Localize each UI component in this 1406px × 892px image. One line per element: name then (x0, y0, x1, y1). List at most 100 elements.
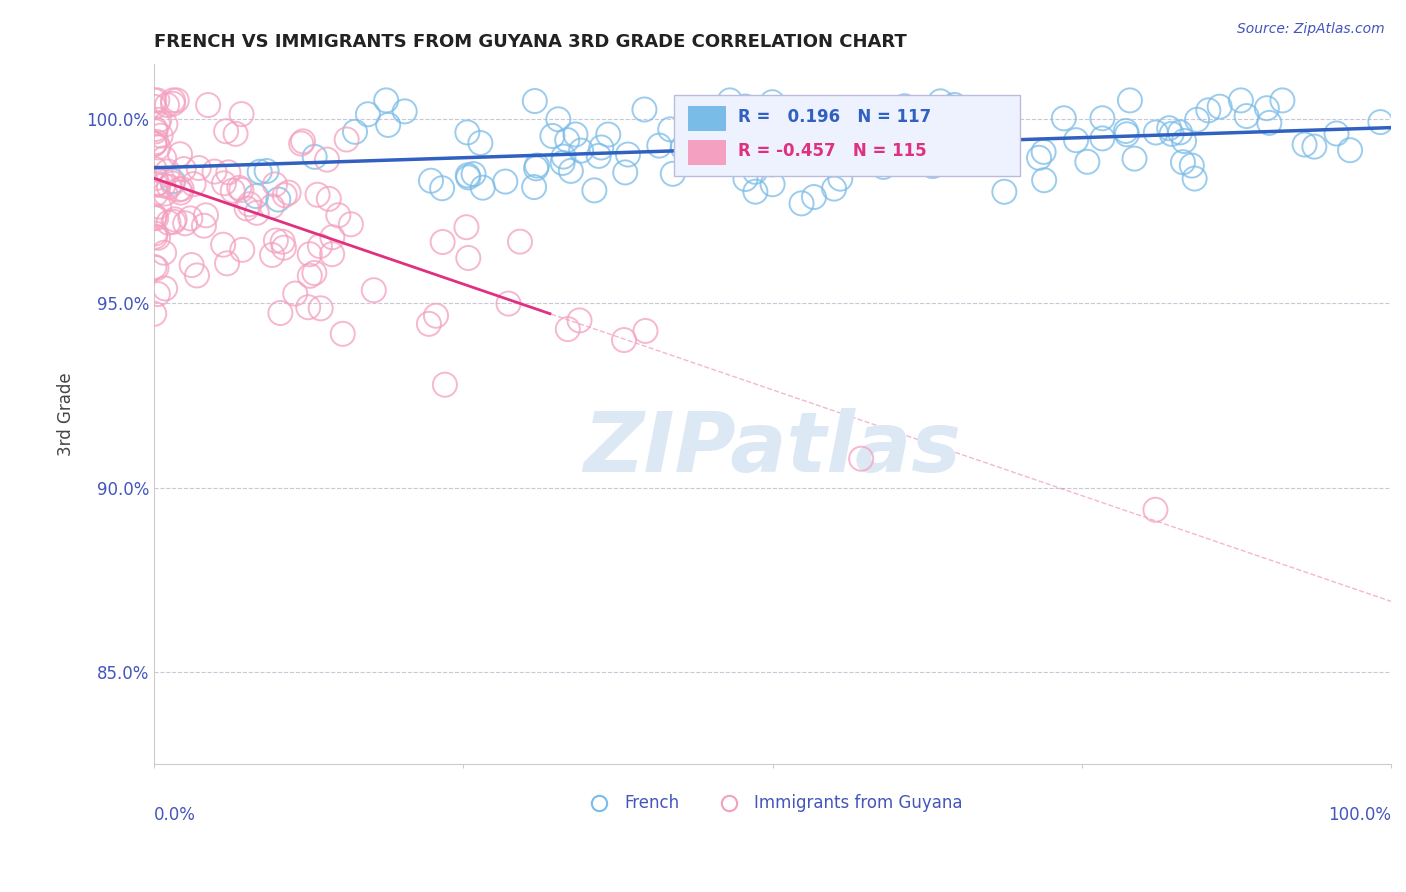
Point (145, 211, 167, 226)
Point (993, 185, 1015, 199)
Point (1116, 128, 1139, 142)
Point (568, 313, 591, 327)
Point (148, 200, 170, 214)
Point (170, 186, 193, 200)
Point (877, 135, 900, 149)
Point (830, 171, 852, 186)
Point (193, 219, 215, 233)
Point (526, 159, 548, 173)
Point (818, 120, 841, 134)
Point (456, 125, 478, 139)
Point (430, 181, 453, 195)
Point (284, 286, 307, 301)
Point (1119, 94, 1142, 108)
Point (187, 161, 209, 175)
Point (1076, 154, 1098, 169)
Point (304, 150, 326, 164)
Point (328, 208, 350, 222)
Point (145, 186, 167, 201)
Point (702, 144, 724, 158)
Point (418, 317, 440, 331)
Point (298, 268, 321, 283)
Point (921, 159, 943, 173)
Point (197, 98, 219, 112)
Point (981, 120, 1004, 134)
Point (569, 144, 592, 158)
Point (1144, 502, 1167, 516)
Point (245, 189, 267, 203)
Point (824, 117, 846, 131)
Point (143, 260, 166, 274)
Point (297, 300, 319, 314)
Point (1123, 152, 1146, 166)
Point (588, 149, 610, 163)
FancyBboxPatch shape (689, 106, 725, 131)
Point (309, 239, 332, 253)
Point (264, 178, 287, 192)
Point (541, 128, 564, 143)
Point (298, 247, 321, 261)
Point (945, 120, 967, 134)
Point (143, 229, 166, 244)
Point (225, 127, 247, 141)
Point (222, 184, 245, 198)
Point (271, 235, 294, 249)
Point (145, 124, 167, 138)
Point (340, 217, 363, 231)
Point (249, 165, 271, 179)
Point (425, 309, 447, 323)
Point (316, 153, 339, 167)
Point (321, 230, 343, 244)
Point (157, 216, 180, 230)
Point (547, 112, 569, 127)
Point (318, 192, 340, 206)
FancyBboxPatch shape (673, 95, 1019, 176)
Point (470, 136, 492, 150)
Point (148, 112, 170, 127)
Point (740, 152, 762, 166)
Point (457, 251, 479, 265)
Point (889, 121, 911, 136)
Point (307, 187, 329, 202)
Point (761, 95, 783, 110)
Point (264, 234, 287, 248)
Point (956, 132, 979, 146)
Point (551, 156, 574, 170)
Point (591, 140, 613, 154)
Point (457, 169, 479, 183)
Point (1197, 103, 1219, 118)
Point (145, 135, 167, 149)
Point (204, 164, 226, 178)
Point (1230, 94, 1253, 108)
Point (162, 177, 184, 191)
Point (304, 266, 326, 280)
Point (524, 161, 547, 176)
Point (557, 322, 579, 336)
Point (146, 287, 169, 301)
Point (614, 165, 637, 179)
Point (849, 451, 872, 466)
Point (186, 268, 208, 283)
Point (153, 151, 176, 165)
Point (456, 220, 478, 235)
Point (170, 182, 193, 196)
Point (633, 103, 655, 117)
Point (1115, 124, 1137, 138)
Point (153, 245, 176, 260)
Point (269, 306, 291, 320)
Point (1369, 115, 1392, 129)
Point (943, 98, 966, 112)
Point (432, 235, 454, 249)
Point (162, 215, 184, 229)
Point (1160, 127, 1182, 141)
Point (617, 147, 640, 161)
Point (145, 122, 167, 136)
Point (179, 211, 201, 226)
Point (156, 164, 179, 178)
Point (260, 199, 283, 213)
Point (143, 136, 166, 151)
Point (1256, 101, 1278, 115)
Point (173, 162, 195, 177)
Point (523, 180, 546, 194)
Point (309, 301, 332, 316)
